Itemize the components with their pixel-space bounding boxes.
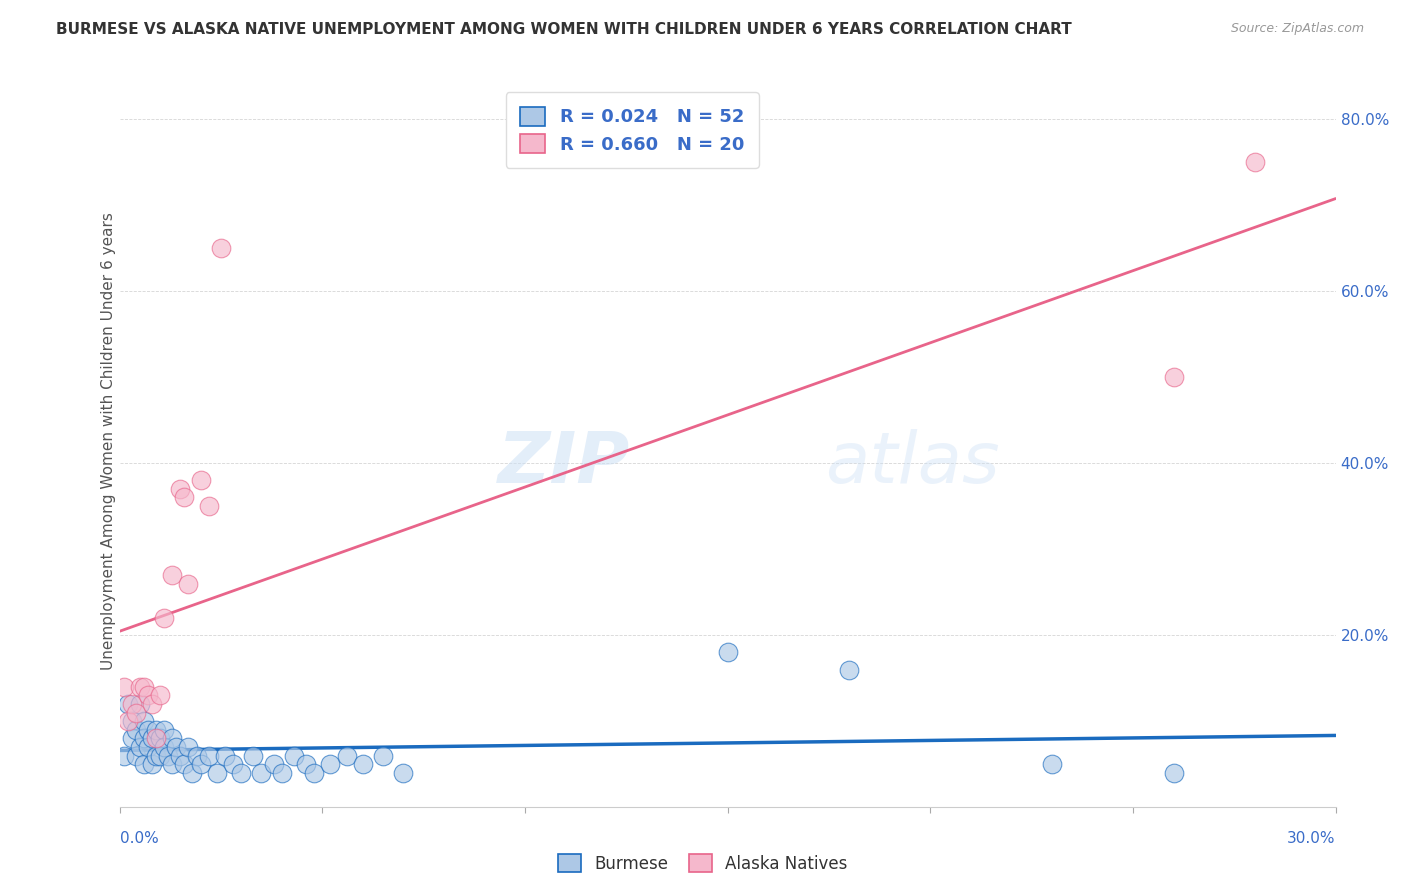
Point <box>132 731 155 746</box>
Point <box>125 706 148 720</box>
Point <box>141 757 163 772</box>
Point <box>121 714 143 729</box>
Legend: Burmese, Alaska Natives: Burmese, Alaska Natives <box>551 847 855 880</box>
Point <box>177 739 200 754</box>
Point <box>319 757 342 772</box>
Point <box>838 663 860 677</box>
Point <box>231 765 253 780</box>
Point <box>160 731 183 746</box>
Point <box>121 697 143 711</box>
Text: 0.0%: 0.0% <box>120 831 159 846</box>
Point <box>1163 765 1185 780</box>
Point <box>125 723 148 737</box>
Text: Source: ZipAtlas.com: Source: ZipAtlas.com <box>1230 22 1364 36</box>
Point <box>1243 154 1265 169</box>
Text: ZIP: ZIP <box>498 429 630 498</box>
Point <box>270 765 292 780</box>
Point <box>149 689 172 703</box>
Point <box>149 748 172 763</box>
Y-axis label: Unemployment Among Women with Children Under 6 years: Unemployment Among Women with Children U… <box>101 212 115 671</box>
Point <box>177 576 200 591</box>
Point <box>128 680 150 694</box>
Point <box>197 748 219 763</box>
Point <box>128 739 150 754</box>
Text: BURMESE VS ALASKA NATIVE UNEMPLOYMENT AMONG WOMEN WITH CHILDREN UNDER 6 YEARS CO: BURMESE VS ALASKA NATIVE UNEMPLOYMENT AM… <box>56 22 1071 37</box>
Point <box>136 723 159 737</box>
Point <box>153 739 176 754</box>
Point <box>1040 757 1063 772</box>
Point <box>132 680 155 694</box>
Point <box>205 765 228 780</box>
Point <box>1163 370 1185 384</box>
Point <box>242 748 264 763</box>
Point <box>145 731 167 746</box>
Point <box>197 499 219 513</box>
Point <box>302 765 325 780</box>
Point <box>153 723 176 737</box>
Point <box>117 697 139 711</box>
Point <box>112 748 135 763</box>
Point <box>335 748 357 763</box>
Point <box>190 473 212 487</box>
Point <box>169 748 191 763</box>
Point <box>125 748 148 763</box>
Point <box>112 680 135 694</box>
Point <box>209 241 232 255</box>
Legend: R = 0.024   N = 52, R = 0.660   N = 20: R = 0.024 N = 52, R = 0.660 N = 20 <box>506 92 759 168</box>
Point <box>145 748 167 763</box>
Point <box>352 757 374 772</box>
Point <box>214 748 236 763</box>
Point <box>186 748 208 763</box>
Point <box>132 757 155 772</box>
Point <box>190 757 212 772</box>
Point <box>149 731 172 746</box>
Point <box>283 748 305 763</box>
Text: 30.0%: 30.0% <box>1288 831 1336 846</box>
Point <box>141 731 163 746</box>
Point <box>153 611 176 625</box>
Point <box>222 757 245 772</box>
Point <box>371 748 394 763</box>
Point <box>250 765 273 780</box>
Text: atlas: atlas <box>825 429 1000 498</box>
Point <box>136 739 159 754</box>
Point <box>160 568 183 582</box>
Point <box>295 757 318 772</box>
Point <box>392 765 415 780</box>
Point <box>132 714 155 729</box>
Point <box>165 739 187 754</box>
Point <box>263 757 285 772</box>
Point <box>181 765 204 780</box>
Point <box>717 645 740 659</box>
Point <box>173 757 195 772</box>
Point <box>145 723 167 737</box>
Point <box>157 748 180 763</box>
Point <box>141 697 163 711</box>
Point <box>128 697 150 711</box>
Point <box>160 757 183 772</box>
Point <box>169 482 191 496</box>
Point <box>173 491 195 505</box>
Point <box>117 714 139 729</box>
Point <box>121 731 143 746</box>
Point <box>136 689 159 703</box>
